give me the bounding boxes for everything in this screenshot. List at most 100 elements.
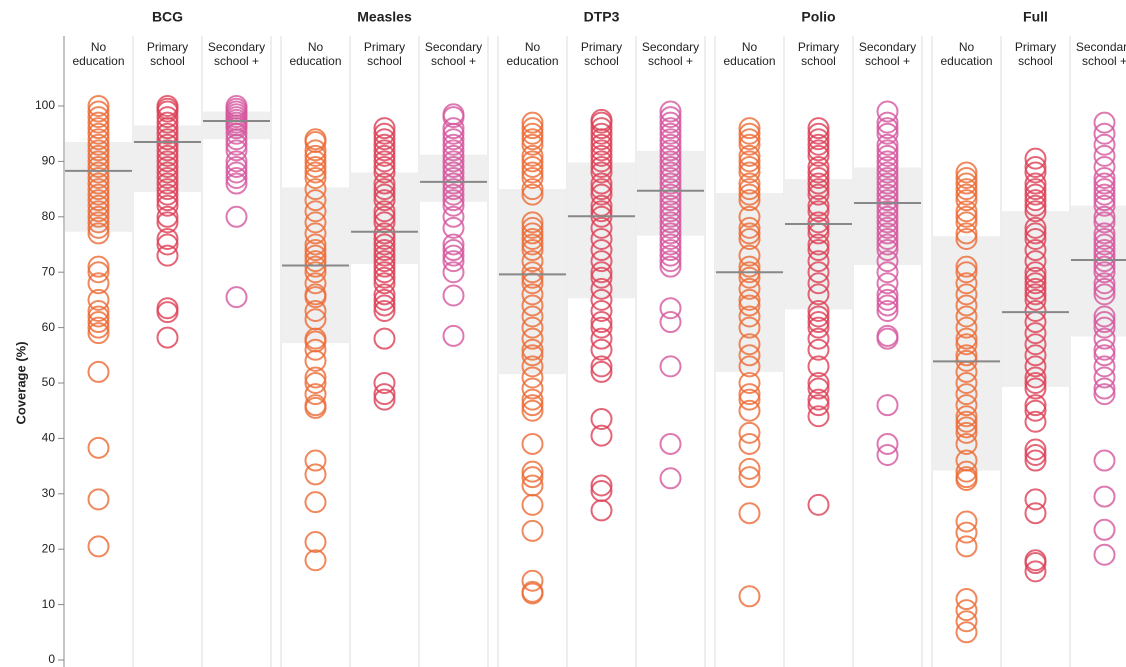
point [225, 286, 248, 309]
point [590, 111, 613, 134]
point [876, 394, 899, 417]
point [156, 155, 179, 178]
point [442, 122, 465, 145]
point [659, 172, 682, 195]
point [955, 621, 978, 644]
y-tick-label: 20 [42, 541, 56, 555]
point [659, 211, 682, 234]
point [87, 436, 110, 459]
point [87, 322, 110, 345]
point [955, 327, 978, 350]
point [156, 100, 179, 123]
point [304, 530, 327, 553]
point [1093, 449, 1116, 472]
point [807, 405, 830, 428]
point [1024, 299, 1047, 322]
point [373, 222, 396, 245]
point [1024, 216, 1047, 239]
point [373, 128, 396, 151]
y-axis-label: Coverage (%) [13, 341, 28, 424]
point [807, 233, 830, 256]
point [87, 100, 110, 123]
point [955, 255, 978, 278]
group-label: school + [214, 54, 259, 68]
point [807, 299, 830, 322]
point [955, 510, 978, 533]
point [590, 288, 613, 311]
point [590, 122, 613, 145]
point [1024, 147, 1047, 170]
point [807, 261, 830, 284]
point [807, 250, 830, 273]
point [955, 588, 978, 611]
point [156, 205, 179, 228]
point [442, 183, 465, 206]
point [373, 244, 396, 267]
point [1024, 333, 1047, 356]
point [1024, 155, 1047, 178]
group-label: No [91, 40, 107, 54]
y-tick-label: 90 [42, 154, 56, 168]
point [521, 161, 544, 184]
point [738, 305, 761, 328]
point [876, 111, 899, 134]
point [442, 239, 465, 262]
facet-title: Measles [357, 9, 412, 25]
point [807, 239, 830, 262]
point [373, 178, 396, 201]
point [521, 460, 544, 483]
group-label: school + [1082, 54, 1126, 68]
point [955, 344, 978, 367]
point [87, 194, 110, 217]
point [807, 311, 830, 334]
point [521, 569, 544, 592]
point [87, 172, 110, 195]
point [590, 424, 613, 447]
point [807, 133, 830, 156]
point [807, 144, 830, 167]
point [659, 106, 682, 129]
point [304, 155, 327, 178]
group-label: Primary [798, 40, 839, 54]
point [738, 133, 761, 156]
point [304, 383, 327, 406]
point [1024, 288, 1047, 311]
point [738, 244, 761, 267]
point [521, 493, 544, 516]
point [373, 117, 396, 140]
group-label: No [525, 40, 541, 54]
point [876, 205, 899, 228]
point [1024, 183, 1047, 206]
y-tick-label: 30 [42, 486, 56, 500]
point [807, 338, 830, 361]
point [225, 122, 248, 145]
point [521, 366, 544, 389]
point [1024, 394, 1047, 417]
point [521, 178, 544, 201]
point [876, 100, 899, 123]
point [1093, 316, 1116, 339]
point [87, 178, 110, 201]
point [521, 272, 544, 295]
point [738, 178, 761, 201]
point [955, 405, 978, 428]
point [1024, 377, 1047, 400]
point [955, 305, 978, 328]
point [659, 244, 682, 267]
point [1024, 227, 1047, 250]
point [807, 216, 830, 239]
point [738, 466, 761, 489]
group-label: Primary [581, 40, 622, 54]
point [521, 294, 544, 317]
group-label: education [72, 54, 124, 68]
point [373, 227, 396, 250]
point [521, 227, 544, 250]
point [807, 172, 830, 195]
point [590, 499, 613, 522]
group-label: No [742, 40, 758, 54]
group-label: Secondary [1076, 40, 1126, 54]
point [1093, 244, 1116, 267]
point [87, 155, 110, 178]
group-label: Primary [1015, 40, 1056, 54]
point [1093, 133, 1116, 156]
